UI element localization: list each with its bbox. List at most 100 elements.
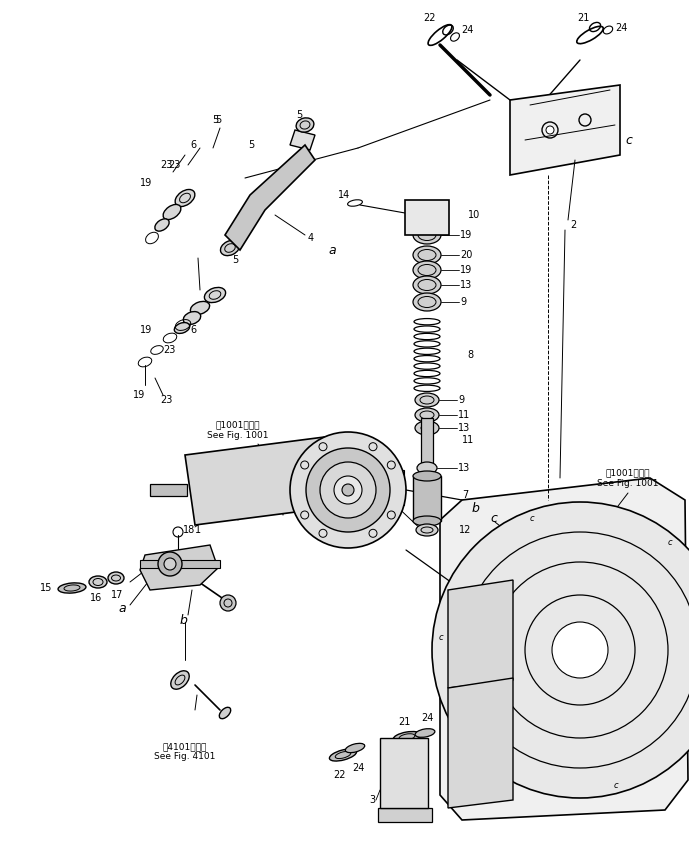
Text: 19: 19 (140, 325, 152, 335)
Text: 15: 15 (40, 583, 52, 593)
Ellipse shape (415, 393, 439, 407)
Text: b: b (180, 614, 188, 626)
Text: 23: 23 (163, 345, 176, 355)
Text: 12: 12 (459, 525, 471, 535)
Text: 5: 5 (232, 255, 238, 265)
Bar (380, 738, 428, 808)
Text: 21: 21 (577, 13, 589, 23)
Text: 18: 18 (183, 525, 195, 535)
Polygon shape (290, 130, 315, 150)
Ellipse shape (190, 302, 209, 315)
Text: 2: 2 (570, 220, 576, 230)
Text: 19: 19 (460, 230, 472, 240)
Text: b: b (472, 501, 480, 514)
Text: 10: 10 (468, 210, 480, 220)
Text: 11: 11 (458, 410, 471, 420)
Ellipse shape (416, 524, 438, 536)
Ellipse shape (413, 246, 441, 264)
Polygon shape (448, 678, 513, 808)
Ellipse shape (413, 471, 441, 481)
Ellipse shape (413, 226, 441, 244)
Ellipse shape (367, 483, 389, 497)
Circle shape (398, 784, 410, 796)
Ellipse shape (381, 499, 399, 511)
Text: 第4101図参照
See Fig. 4101: 第4101図参照 See Fig. 4101 (154, 742, 216, 761)
Polygon shape (510, 85, 620, 175)
Circle shape (306, 448, 390, 532)
Text: 23: 23 (168, 160, 181, 170)
Ellipse shape (220, 240, 240, 255)
Circle shape (546, 126, 554, 134)
Text: a: a (118, 602, 125, 614)
Text: 22: 22 (424, 13, 436, 23)
Ellipse shape (393, 732, 421, 742)
Text: 第1001図参照
See Fig. 1001: 第1001図参照 See Fig. 1001 (207, 421, 269, 440)
Ellipse shape (174, 322, 189, 333)
Text: 22: 22 (333, 770, 347, 780)
Text: 19: 19 (140, 178, 152, 188)
Text: 13: 13 (458, 423, 471, 433)
Polygon shape (140, 545, 218, 590)
Text: 19: 19 (348, 475, 360, 485)
Circle shape (342, 484, 354, 496)
Ellipse shape (415, 421, 439, 435)
Text: 5: 5 (296, 110, 302, 120)
Ellipse shape (413, 276, 441, 294)
Text: 14: 14 (338, 190, 350, 200)
Text: c: c (668, 538, 672, 548)
Circle shape (158, 552, 182, 576)
Text: c: c (625, 134, 632, 147)
Text: 13: 13 (458, 463, 471, 473)
Text: 23: 23 (365, 505, 378, 515)
Ellipse shape (413, 293, 441, 311)
Polygon shape (448, 580, 513, 688)
Ellipse shape (171, 671, 189, 689)
Text: 17: 17 (111, 590, 123, 600)
Text: c: c (490, 512, 497, 524)
Bar (413, 476, 441, 521)
Text: 8: 8 (467, 350, 473, 360)
Text: 24: 24 (615, 23, 628, 33)
Ellipse shape (329, 749, 357, 761)
Polygon shape (185, 435, 350, 525)
Ellipse shape (345, 743, 364, 752)
Text: 1: 1 (195, 525, 201, 535)
Ellipse shape (219, 707, 231, 719)
Text: 19: 19 (133, 390, 145, 400)
Polygon shape (225, 145, 315, 250)
Text: a: a (328, 243, 336, 256)
Bar (140, 560, 220, 568)
Ellipse shape (175, 189, 195, 207)
Text: 5: 5 (215, 115, 221, 125)
Ellipse shape (413, 261, 441, 279)
Text: 16: 16 (90, 593, 102, 603)
Text: 6: 6 (190, 140, 196, 150)
Text: 11: 11 (462, 435, 474, 445)
Text: 9: 9 (460, 297, 466, 307)
Ellipse shape (296, 118, 314, 132)
Text: 5: 5 (212, 115, 218, 125)
Circle shape (552, 622, 608, 678)
Ellipse shape (417, 462, 437, 474)
Bar (405, 200, 449, 235)
Text: 24: 24 (461, 25, 473, 35)
Ellipse shape (108, 572, 124, 584)
Text: 6: 6 (190, 325, 196, 335)
Text: c: c (488, 752, 493, 762)
Ellipse shape (163, 205, 181, 219)
Circle shape (414, 207, 424, 217)
Text: 23: 23 (160, 395, 172, 405)
Circle shape (220, 595, 236, 611)
Circle shape (320, 462, 376, 518)
Ellipse shape (415, 408, 439, 422)
Text: 24: 24 (421, 713, 433, 723)
Circle shape (398, 754, 410, 766)
Ellipse shape (415, 728, 435, 737)
Text: 19: 19 (460, 265, 472, 275)
Text: 9: 9 (458, 395, 464, 405)
Circle shape (432, 502, 689, 798)
Text: c: c (438, 633, 443, 642)
Text: 24: 24 (352, 763, 364, 773)
Circle shape (334, 476, 362, 504)
Circle shape (164, 558, 176, 570)
